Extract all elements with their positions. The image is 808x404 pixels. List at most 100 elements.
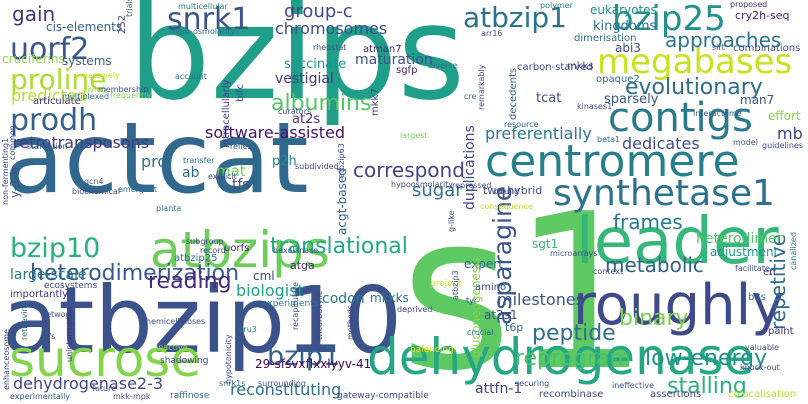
word-sirt: sirt bbox=[712, 43, 725, 52]
word-experimentally: experimentally bbox=[10, 392, 71, 401]
word-synthetase1: synthetase1 bbox=[553, 173, 775, 214]
word-frequently: frequently bbox=[110, 91, 152, 100]
word-cru3: cru3 bbox=[239, 325, 257, 334]
word-dehydrogenase2-3: dehydrogenase2-3 bbox=[13, 374, 164, 393]
word-account: account bbox=[175, 72, 207, 81]
word-atbzip10: atbzip10 bbox=[2, 267, 403, 374]
word-remarkably: remarkably bbox=[477, 64, 486, 110]
word-pro: pro bbox=[141, 152, 168, 171]
word-rheostat: rheostat bbox=[313, 43, 347, 52]
word-albumins: albumins bbox=[271, 91, 372, 116]
word-balancing: balancing bbox=[410, 345, 454, 355]
word-g-like: g-like bbox=[447, 210, 456, 232]
word-bzip10: bzip10 bbox=[10, 233, 101, 264]
word-translational: translational bbox=[270, 234, 408, 259]
word-gain: gain bbox=[12, 2, 56, 26]
word-context: context bbox=[593, 267, 624, 276]
word-subgroup: subgroup bbox=[186, 237, 224, 246]
word-adjustment: adjustment bbox=[710, 245, 779, 259]
word-sugar: sugar bbox=[412, 180, 463, 201]
word-surrounding: surrounding bbox=[258, 379, 306, 388]
word-subdivided: subdivided bbox=[295, 162, 339, 171]
word-t6p: t6p bbox=[505, 321, 524, 334]
word-bzips: bzips bbox=[128, 0, 466, 129]
word-frames: frames bbox=[613, 210, 683, 234]
word-project: project bbox=[430, 279, 462, 289]
word-starvation: starvation bbox=[27, 142, 68, 151]
word-tyr: tyr bbox=[466, 296, 478, 305]
word-binary: binary bbox=[619, 306, 689, 331]
word-atga: atga bbox=[290, 259, 315, 272]
word-methods: methods bbox=[346, 304, 355, 340]
word-common: common bbox=[8, 125, 17, 160]
word-stalling: stalling bbox=[667, 374, 747, 399]
word-cml: cml bbox=[253, 269, 275, 283]
word-massively: massively bbox=[80, 71, 120, 80]
word-interactome: interactome bbox=[693, 109, 742, 118]
word-assertions: assertions bbox=[650, 389, 702, 400]
word-evolutionary: evolutionary bbox=[625, 75, 763, 100]
word-29-sfsvxflxxlyyv-41: 29-sfsvxflxxlyyv-41 bbox=[255, 357, 372, 371]
word-mkk-mpk: mkk-mpk bbox=[113, 392, 151, 401]
word-metabolic: metabolic bbox=[605, 253, 704, 277]
word-snrk1s: snrk1s bbox=[219, 379, 246, 388]
word-chromosomes: chromosomes bbox=[275, 19, 388, 38]
word-bzip1: bzip1 bbox=[267, 341, 341, 372]
word-heterodimer: heterodimer bbox=[696, 231, 783, 247]
word-duplications: duplications bbox=[462, 125, 478, 210]
word-p2h: p2h bbox=[272, 154, 297, 169]
word-atbzip1: atbzip1 bbox=[463, 1, 567, 34]
word-diverse: diverse bbox=[428, 61, 458, 70]
word-prodh: prodh bbox=[10, 103, 98, 138]
word-reading: reading bbox=[148, 269, 232, 294]
word-dimerisation: dimerisation bbox=[574, 33, 637, 44]
word-dedicates: dedicates bbox=[622, 134, 700, 153]
word-cis-elements: cis-elements bbox=[46, 20, 123, 34]
word-future: future bbox=[92, 384, 117, 393]
word-retrieving: retrieving bbox=[20, 301, 29, 340]
word-tricarboxylic: tricarboxylic bbox=[315, 290, 324, 340]
word-shadowing: shadowing bbox=[160, 356, 209, 366]
word-hexokinase: hexokinase bbox=[273, 246, 319, 255]
word-mkks: mkks bbox=[567, 61, 594, 72]
word-beta1: beta1 bbox=[597, 135, 621, 144]
word-s1: s1 bbox=[400, 167, 649, 404]
word-hypoosmolarity: hypoosmolarity bbox=[391, 180, 454, 189]
word-carbon-starved: carbon-starved bbox=[517, 62, 593, 73]
word-bound: bound bbox=[494, 187, 520, 196]
word-tfs: tfs bbox=[232, 177, 250, 193]
word-canalized: canalized bbox=[789, 232, 798, 270]
word-man7: man7 bbox=[740, 93, 775, 107]
word-sucrose: sucrose bbox=[9, 330, 202, 388]
word-gluconeogenesis: gluconeogenesis bbox=[469, 257, 483, 358]
word-cry2h-seq: cry2h-seq bbox=[735, 9, 790, 22]
word-at2s1: at2s1 bbox=[484, 308, 518, 322]
word-gcn4: gcn4 bbox=[84, 177, 104, 186]
word-eukaryotes: eukaryotes bbox=[590, 3, 657, 17]
word-kinases1: kinases1 bbox=[577, 102, 613, 111]
word-resource: resource bbox=[504, 120, 539, 129]
word-orfs: orfs bbox=[40, 332, 56, 341]
word-proline: proline bbox=[10, 63, 107, 96]
word-uorf2: uorf2 bbox=[10, 32, 90, 67]
word-software-assisted: software-assisted bbox=[205, 123, 346, 142]
word-biochemical: biochemical bbox=[72, 187, 121, 196]
word-transfer: transfer bbox=[183, 156, 215, 165]
word-paint: paint bbox=[768, 326, 794, 337]
word-peptide: peptide bbox=[532, 321, 616, 346]
word-relies: relies bbox=[230, 142, 252, 151]
word-atman7: atman7 bbox=[363, 44, 402, 55]
word-ab: ab bbox=[182, 165, 200, 181]
word-systems: systems bbox=[62, 54, 112, 68]
word-articulate: articulate bbox=[33, 96, 81, 107]
word-emergent: emergent bbox=[118, 185, 157, 194]
word-two-hybrid: two-hybrid bbox=[483, 184, 543, 197]
word-facilitate: facilitate bbox=[735, 264, 770, 273]
word-mkkks: mkkks bbox=[370, 291, 409, 305]
word-snrk1: snrk1 bbox=[167, 2, 251, 37]
word-recapitulate: recapitulate bbox=[291, 281, 300, 330]
word-mat: mat bbox=[216, 162, 246, 180]
word-microarrays: microarrays bbox=[550, 249, 598, 258]
word-dehydrogenase: dehydrogenase bbox=[367, 328, 755, 386]
word-proposed: proposed bbox=[730, 0, 768, 9]
